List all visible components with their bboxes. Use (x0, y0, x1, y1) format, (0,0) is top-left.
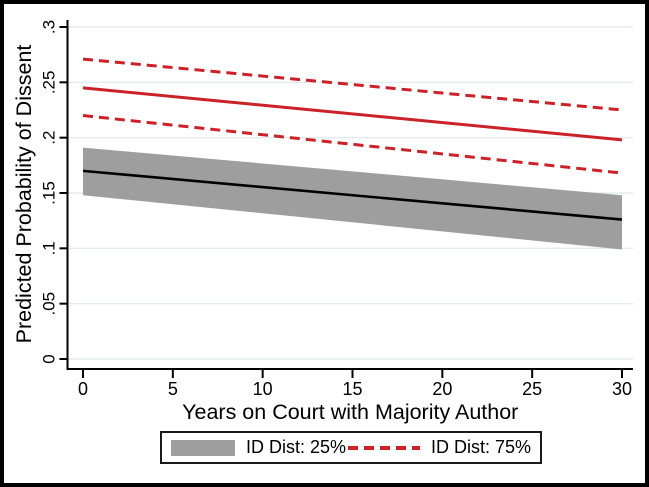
legend-item-25: ID Dist: 25% (171, 437, 346, 458)
red-dashed-swatch-icon (347, 445, 420, 450)
x-tick-label: 25 (522, 379, 542, 399)
ci-dashed-ci_lower-1 (82, 114, 623, 175)
x-tick-label: 5 (168, 379, 178, 399)
legend: ID Dist: 25% ID Dist: 75% (160, 431, 542, 464)
legend-label-75: ID Dist: 75% (430, 437, 531, 457)
y-tick-label: .05 (40, 292, 59, 316)
x-tick-label: 10 (253, 379, 273, 399)
x-tick-label: 30 (612, 379, 632, 399)
y-tick-label: 0 (40, 354, 59, 363)
y-tick-label: .3 (40, 20, 59, 34)
x-axis-title: Years on Court with Majority Author (182, 400, 518, 424)
legend-label-25: ID Dist: 25% (246, 437, 347, 457)
gray-band-swatch-icon (171, 439, 235, 456)
legend-item-75: ID Dist: 75% (347, 437, 531, 458)
x-tick-label: 15 (342, 379, 362, 399)
y-tick-label: .25 (40, 71, 59, 95)
x-tick-label: 0 (78, 379, 88, 399)
x-tick-label: 20 (432, 379, 452, 399)
mean-line-0 (82, 169, 623, 221)
y-tick-label: .2 (40, 131, 59, 145)
y-tick-label: .1 (40, 241, 59, 255)
mean-line-1 (82, 86, 623, 142)
y-axis-title: Predicted Probability of Dissent (12, 45, 36, 344)
chart-canvas: 0 .05 .1 .15 .2 .25 .3 0 5 10 15 20 25 30 Years on Cou… (12, 20, 633, 424)
ci-dashed-ci_upper-1 (82, 57, 623, 112)
y-tick-label: .15 (40, 181, 59, 205)
ci-band-0 (83, 147, 622, 250)
